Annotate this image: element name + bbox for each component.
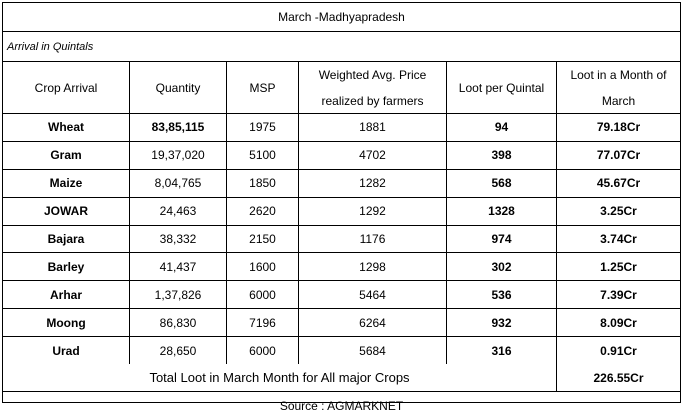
cell-quantity: 41,437 xyxy=(130,253,227,281)
header-msp: MSP xyxy=(227,62,299,113)
cell-crop: Gram xyxy=(3,141,130,169)
table-title: March -Madhyapradesh xyxy=(278,10,405,24)
cell-msp: 2150 xyxy=(227,225,299,253)
header-row: Crop Arrival Quantity MSP Weighted Avg. … xyxy=(3,62,680,114)
cell-loot-quintal: 94 xyxy=(447,114,557,141)
cell-quantity: 8,04,765 xyxy=(130,169,227,197)
table-row: Barley 41,437 1600 1298 302 1.25Cr xyxy=(3,253,680,282)
cell-price: 1282 xyxy=(299,169,447,197)
table-row: Moong 86,830 7196 6264 932 8.09Cr xyxy=(3,309,680,338)
cell-loot-quintal: 974 xyxy=(447,225,557,253)
cell-quantity: 24,463 xyxy=(130,197,227,225)
cell-loot-quintal: 1328 xyxy=(447,197,557,225)
cell-msp: 6000 xyxy=(227,337,299,365)
header-loot-month-line1: Loot in a Month of xyxy=(570,67,667,82)
cell-loot-month: 8.09Cr xyxy=(600,315,637,330)
header-quantity: Quantity xyxy=(130,62,227,113)
cell-msp: 2620 xyxy=(227,197,299,225)
cell-msp: 1975 xyxy=(227,114,299,141)
cell-loot-quintal: 398 xyxy=(447,141,557,169)
cell-crop: Urad xyxy=(3,337,130,365)
header-loot-quintal: Loot per Quintal xyxy=(447,62,557,113)
cell-crop: Arhar xyxy=(3,281,130,309)
header-loot-month-line2: March xyxy=(601,93,636,108)
cell-quantity: 1,37,826 xyxy=(130,281,227,309)
cell-price: 6264 xyxy=(299,309,447,337)
table-row: Wheat 83,85,115 1975 1881 94 79.18Cr xyxy=(3,114,680,142)
cell-price: 1881 xyxy=(299,114,447,141)
cell-loot-quintal: 316 xyxy=(447,337,557,365)
loot-table: March -Madhyapradesh Arrival in Quintals… xyxy=(2,2,681,413)
cell-loot-quintal: 568 xyxy=(447,169,557,197)
cell-crop: Barley xyxy=(3,253,130,281)
cell-quantity: 86,830 xyxy=(130,309,227,337)
cell-loot-month: 45.67Cr xyxy=(596,176,641,191)
header-price-line1: Weighted Avg. Price xyxy=(318,67,427,82)
cell-crop: Maize xyxy=(3,169,130,197)
arrival-row: Arrival in Quintals xyxy=(3,32,680,62)
table-row: Arhar 1,37,826 6000 5464 536 7.39Cr xyxy=(3,281,680,310)
cell-msp: 6000 xyxy=(227,281,299,309)
cell-price: 1176 xyxy=(299,225,447,253)
table-row: Maize 8,04,765 1850 1282 568 45.67Cr xyxy=(3,169,680,198)
cell-msp: 1600 xyxy=(227,253,299,281)
cell-crop: Bajara xyxy=(3,225,130,253)
cell-loot-month: 77.07Cr xyxy=(596,148,641,163)
cell-quantity: 83,85,115 xyxy=(130,114,227,141)
header-price-line2: realized by farmers xyxy=(321,93,424,108)
header-loot-month: Loot in a Month of March xyxy=(557,62,680,113)
cell-price: 5684 xyxy=(299,337,447,365)
table-row: Gram 19,37,020 5100 4702 398 77.07Cr xyxy=(3,141,680,170)
cell-loot-month: 1.25Cr xyxy=(600,259,637,274)
cell-loot-quintal: 536 xyxy=(447,281,557,309)
cell-crop: Wheat xyxy=(3,114,130,141)
cell-msp: 1850 xyxy=(227,169,299,197)
cell-quantity: 28,650 xyxy=(130,337,227,365)
cell-loot-month: 0.91Cr xyxy=(600,343,637,358)
total-value: 226.55Cr xyxy=(593,370,644,385)
cell-price: 4702 xyxy=(299,141,447,169)
table-row: JOWAR 24,463 2620 1292 1328 3.25Cr xyxy=(3,197,680,226)
cell-price: 1298 xyxy=(299,253,447,281)
cell-loot-month: 7.39Cr xyxy=(600,287,637,302)
cell-loot-month: 79.18Cr xyxy=(596,120,641,135)
header-crop: Crop Arrival xyxy=(3,62,130,113)
cell-loot-quintal: 932 xyxy=(447,309,557,337)
table-row: Bajara 38,332 2150 1176 974 3.74Cr xyxy=(3,225,680,254)
cell-quantity: 38,332 xyxy=(130,225,227,253)
title-row: March -Madhyapradesh xyxy=(3,3,680,32)
cell-loot-month: 3.74Cr xyxy=(600,232,637,246)
data-rows: Wheat 83,85,115 1975 1881 94 79.18Cr Gram 19,37… xyxy=(3,114,680,365)
total-row: Total Loot in March Month for All major … xyxy=(3,364,680,393)
header-price: Weighted Avg. Price realized by farmers xyxy=(299,62,447,113)
cell-loot-month: 3.25Cr xyxy=(600,204,637,219)
cell-loot-quintal: 302 xyxy=(447,253,557,281)
cell-crop: JOWAR xyxy=(3,197,130,225)
arrival-note: Arrival in Quintals xyxy=(7,40,94,53)
table-row: Urad 28,650 6000 5684 316 0.91Cr xyxy=(3,337,680,365)
cell-msp: 5100 xyxy=(227,141,299,169)
total-label: Total Loot in March Month for All major … xyxy=(3,364,557,392)
cell-crop: Moong xyxy=(3,309,130,337)
cell-price: 5464 xyxy=(299,281,447,309)
cell-quantity: 19,37,020 xyxy=(130,141,227,169)
cell-msp: 7196 xyxy=(227,309,299,337)
cell-price: 1292 xyxy=(299,197,447,225)
